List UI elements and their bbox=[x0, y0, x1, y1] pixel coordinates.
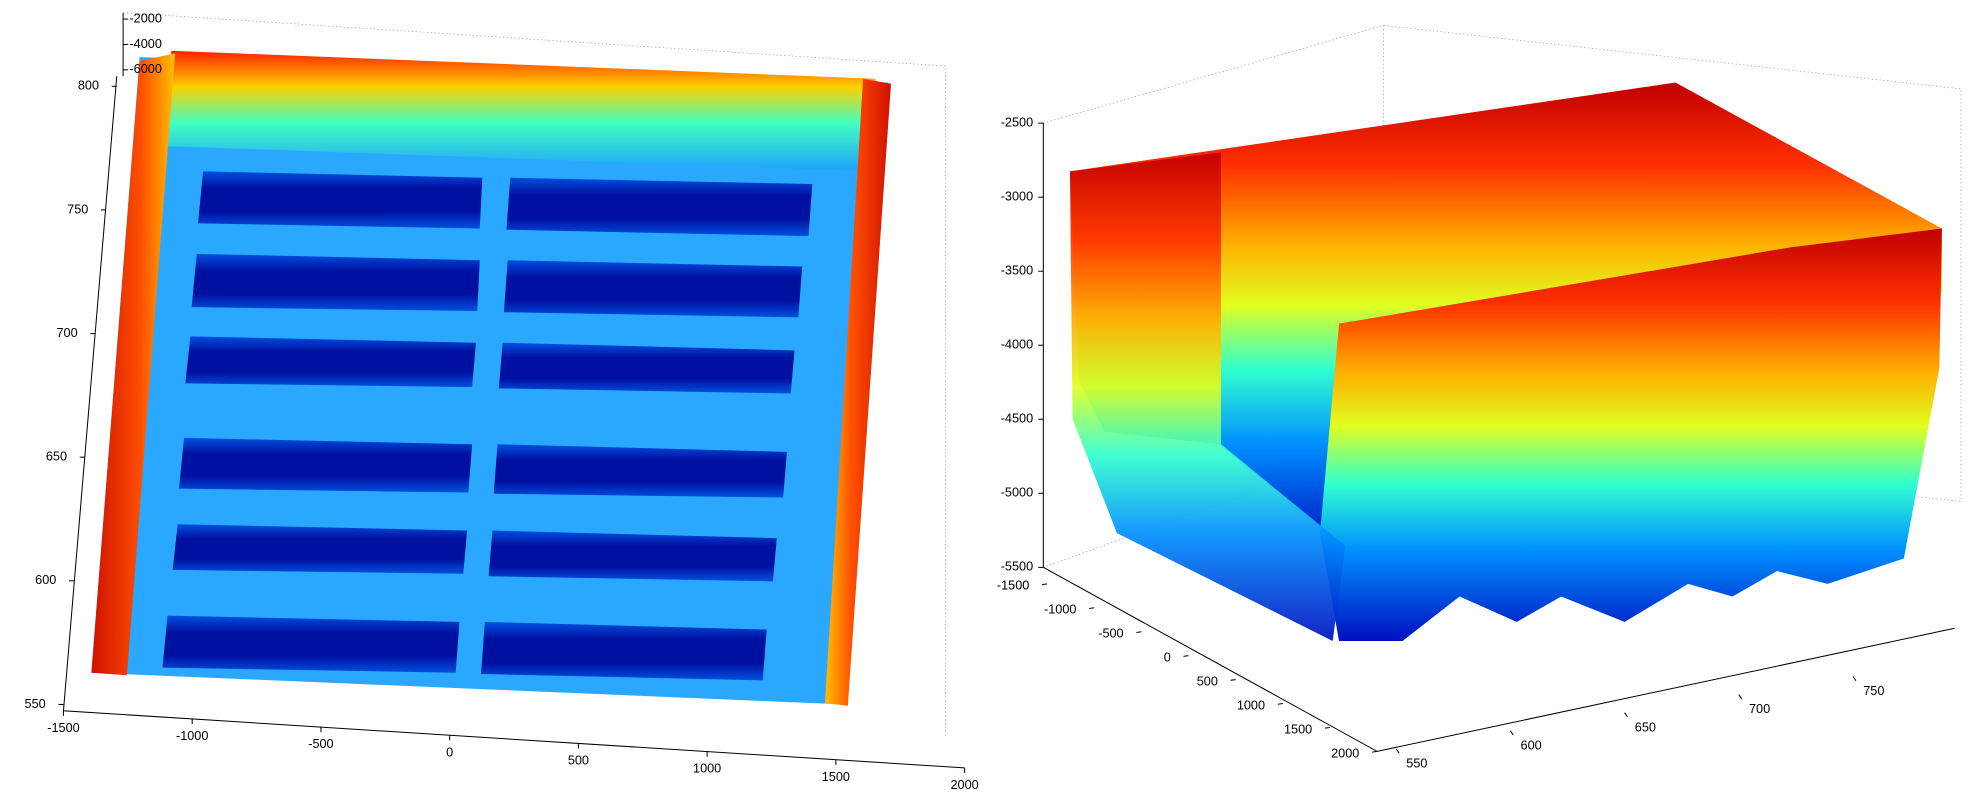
tick-mark bbox=[1372, 750, 1378, 753]
z-tick-label: -2500 bbox=[1001, 115, 1033, 129]
tick-mark bbox=[1324, 726, 1331, 729]
tick-mark bbox=[1277, 703, 1283, 705]
x-tick-label: 1000 bbox=[693, 762, 721, 776]
x-tick-label: 1000 bbox=[1237, 698, 1265, 712]
y-tick-label: 550 bbox=[25, 697, 46, 711]
tick-mark bbox=[1738, 694, 1743, 700]
y-tick-label: 600 bbox=[35, 573, 56, 587]
tick-mark bbox=[1136, 631, 1142, 633]
x-tick-label: 0 bbox=[446, 745, 453, 759]
box-edge bbox=[123, 12, 946, 737]
surface bbox=[1069, 82, 1942, 546]
tick-mark bbox=[1089, 607, 1095, 610]
x-tick-label: 500 bbox=[1197, 674, 1218, 688]
tick-mark bbox=[1183, 655, 1189, 657]
x-tick-label: -500 bbox=[308, 737, 333, 751]
tick-mark bbox=[1042, 583, 1048, 586]
tick-mark bbox=[1395, 748, 1400, 754]
x-tick-label: -1000 bbox=[1044, 603, 1076, 617]
y-tick-label: 700 bbox=[1749, 702, 1770, 716]
z-tick-label: -4000 bbox=[129, 37, 161, 51]
z-tick-label: -5000 bbox=[1001, 486, 1033, 500]
x-tick-label: -1000 bbox=[176, 729, 208, 743]
x-tick-label: -1500 bbox=[997, 579, 1029, 593]
y-tick-label: 700 bbox=[57, 326, 78, 340]
x-tick-label: 500 bbox=[568, 754, 589, 768]
x-tick-label: 1500 bbox=[822, 770, 850, 784]
axis-line bbox=[1042, 123, 1955, 752]
y-tick-label: 550 bbox=[1406, 756, 1427, 770]
surface bbox=[165, 50, 876, 172]
x-tick-label: 1500 bbox=[1284, 722, 1312, 736]
right-plot bbox=[1042, 25, 1962, 752]
left-plot bbox=[62, 12, 965, 769]
z-tick-label: -2000 bbox=[129, 11, 161, 25]
surface-cells bbox=[162, 171, 813, 681]
tick-mark bbox=[1230, 679, 1236, 681]
tick-mark bbox=[1624, 712, 1628, 718]
tick-mark bbox=[1852, 676, 1857, 682]
x-tick-label: 0 bbox=[1164, 651, 1171, 665]
surface bbox=[91, 53, 176, 676]
z-tick-label: -3000 bbox=[1001, 190, 1033, 204]
y-tick-label: 600 bbox=[1521, 738, 1542, 752]
y-tick-label: 750 bbox=[67, 202, 88, 216]
x-tick-label: 2000 bbox=[950, 778, 978, 792]
y-tick-label: 800 bbox=[78, 79, 99, 93]
surface bbox=[825, 78, 891, 706]
y-tick-label: 650 bbox=[1635, 720, 1656, 734]
x-tick-label: -1500 bbox=[47, 721, 79, 735]
y-tick-label: 750 bbox=[1863, 684, 1884, 698]
surface bbox=[1320, 228, 1942, 641]
x-tick-label: -500 bbox=[1098, 627, 1123, 641]
z-tick-label: -6000 bbox=[129, 62, 161, 76]
z-tick-label: -5500 bbox=[1001, 560, 1033, 574]
z-tick-label: -3500 bbox=[1001, 264, 1033, 278]
z-tick-label: -4000 bbox=[1001, 338, 1033, 352]
surface bbox=[1069, 152, 1346, 641]
x-tick-label: 2000 bbox=[1331, 746, 1359, 760]
y-tick-label: 650 bbox=[46, 450, 67, 464]
z-tick-label: -4500 bbox=[1001, 412, 1033, 426]
tick-mark bbox=[1509, 730, 1514, 736]
